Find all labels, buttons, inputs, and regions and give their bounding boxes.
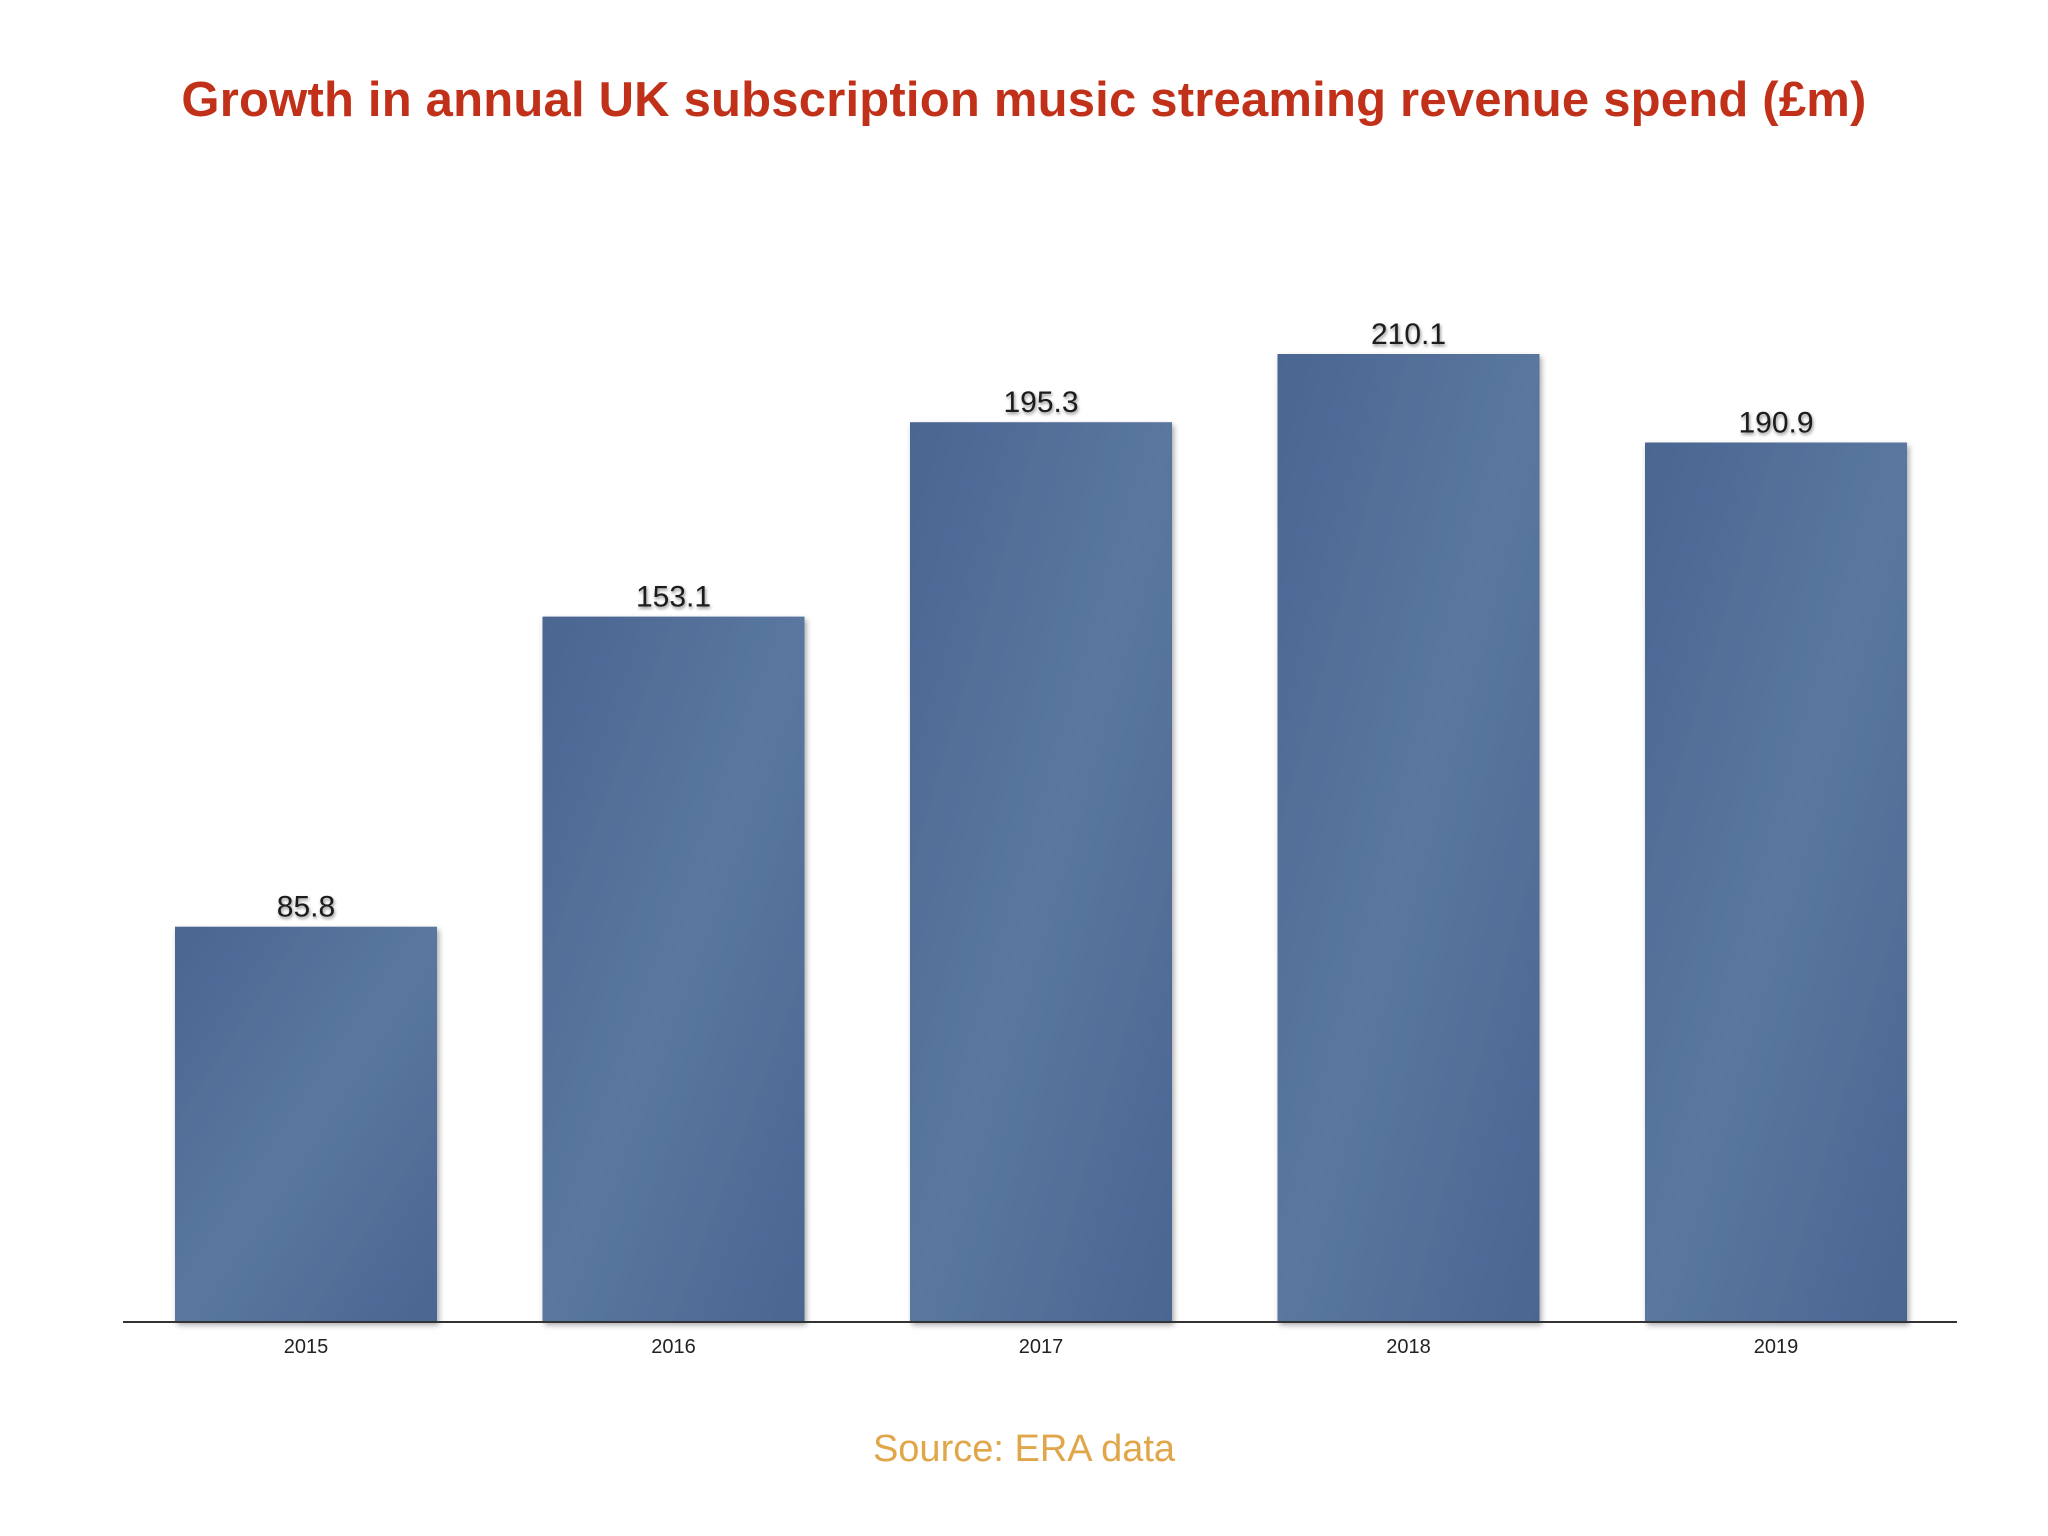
bar-2016	[542, 616, 805, 1322]
x-tick-label-2019: 2019	[1754, 1336, 1799, 1358]
x-tick-label-2018: 2018	[1386, 1336, 1431, 1358]
source-note: Source: ERA data	[872, 1428, 1176, 1470]
value-labels-layer: 85.8 153.1 195.3 210.1 190.9	[277, 318, 1814, 924]
value-label-2017: 195.3	[1003, 386, 1078, 419]
x-tick-label-2016: 2016	[651, 1336, 696, 1358]
bar-2015	[175, 926, 437, 1322]
value-label-2016: 153.1	[636, 581, 711, 614]
x-tick-labels-layer: 2015 2016 2017 2018 2019	[284, 1336, 1799, 1358]
value-label-2015: 85.8	[277, 891, 335, 924]
bar-2019	[1645, 442, 1907, 1322]
x-tick-label-2017: 2017	[1019, 1336, 1064, 1358]
bars-layer	[175, 354, 1907, 1322]
x-tick-label-2015: 2015	[284, 1336, 329, 1358]
value-label-2019: 190.9	[1738, 407, 1813, 440]
value-label-2018: 210.1	[1371, 318, 1446, 351]
bar-2017	[910, 422, 1172, 1322]
chart-title: Growth in annual UK subscription music s…	[181, 73, 1867, 127]
bar-2018	[1277, 354, 1540, 1322]
